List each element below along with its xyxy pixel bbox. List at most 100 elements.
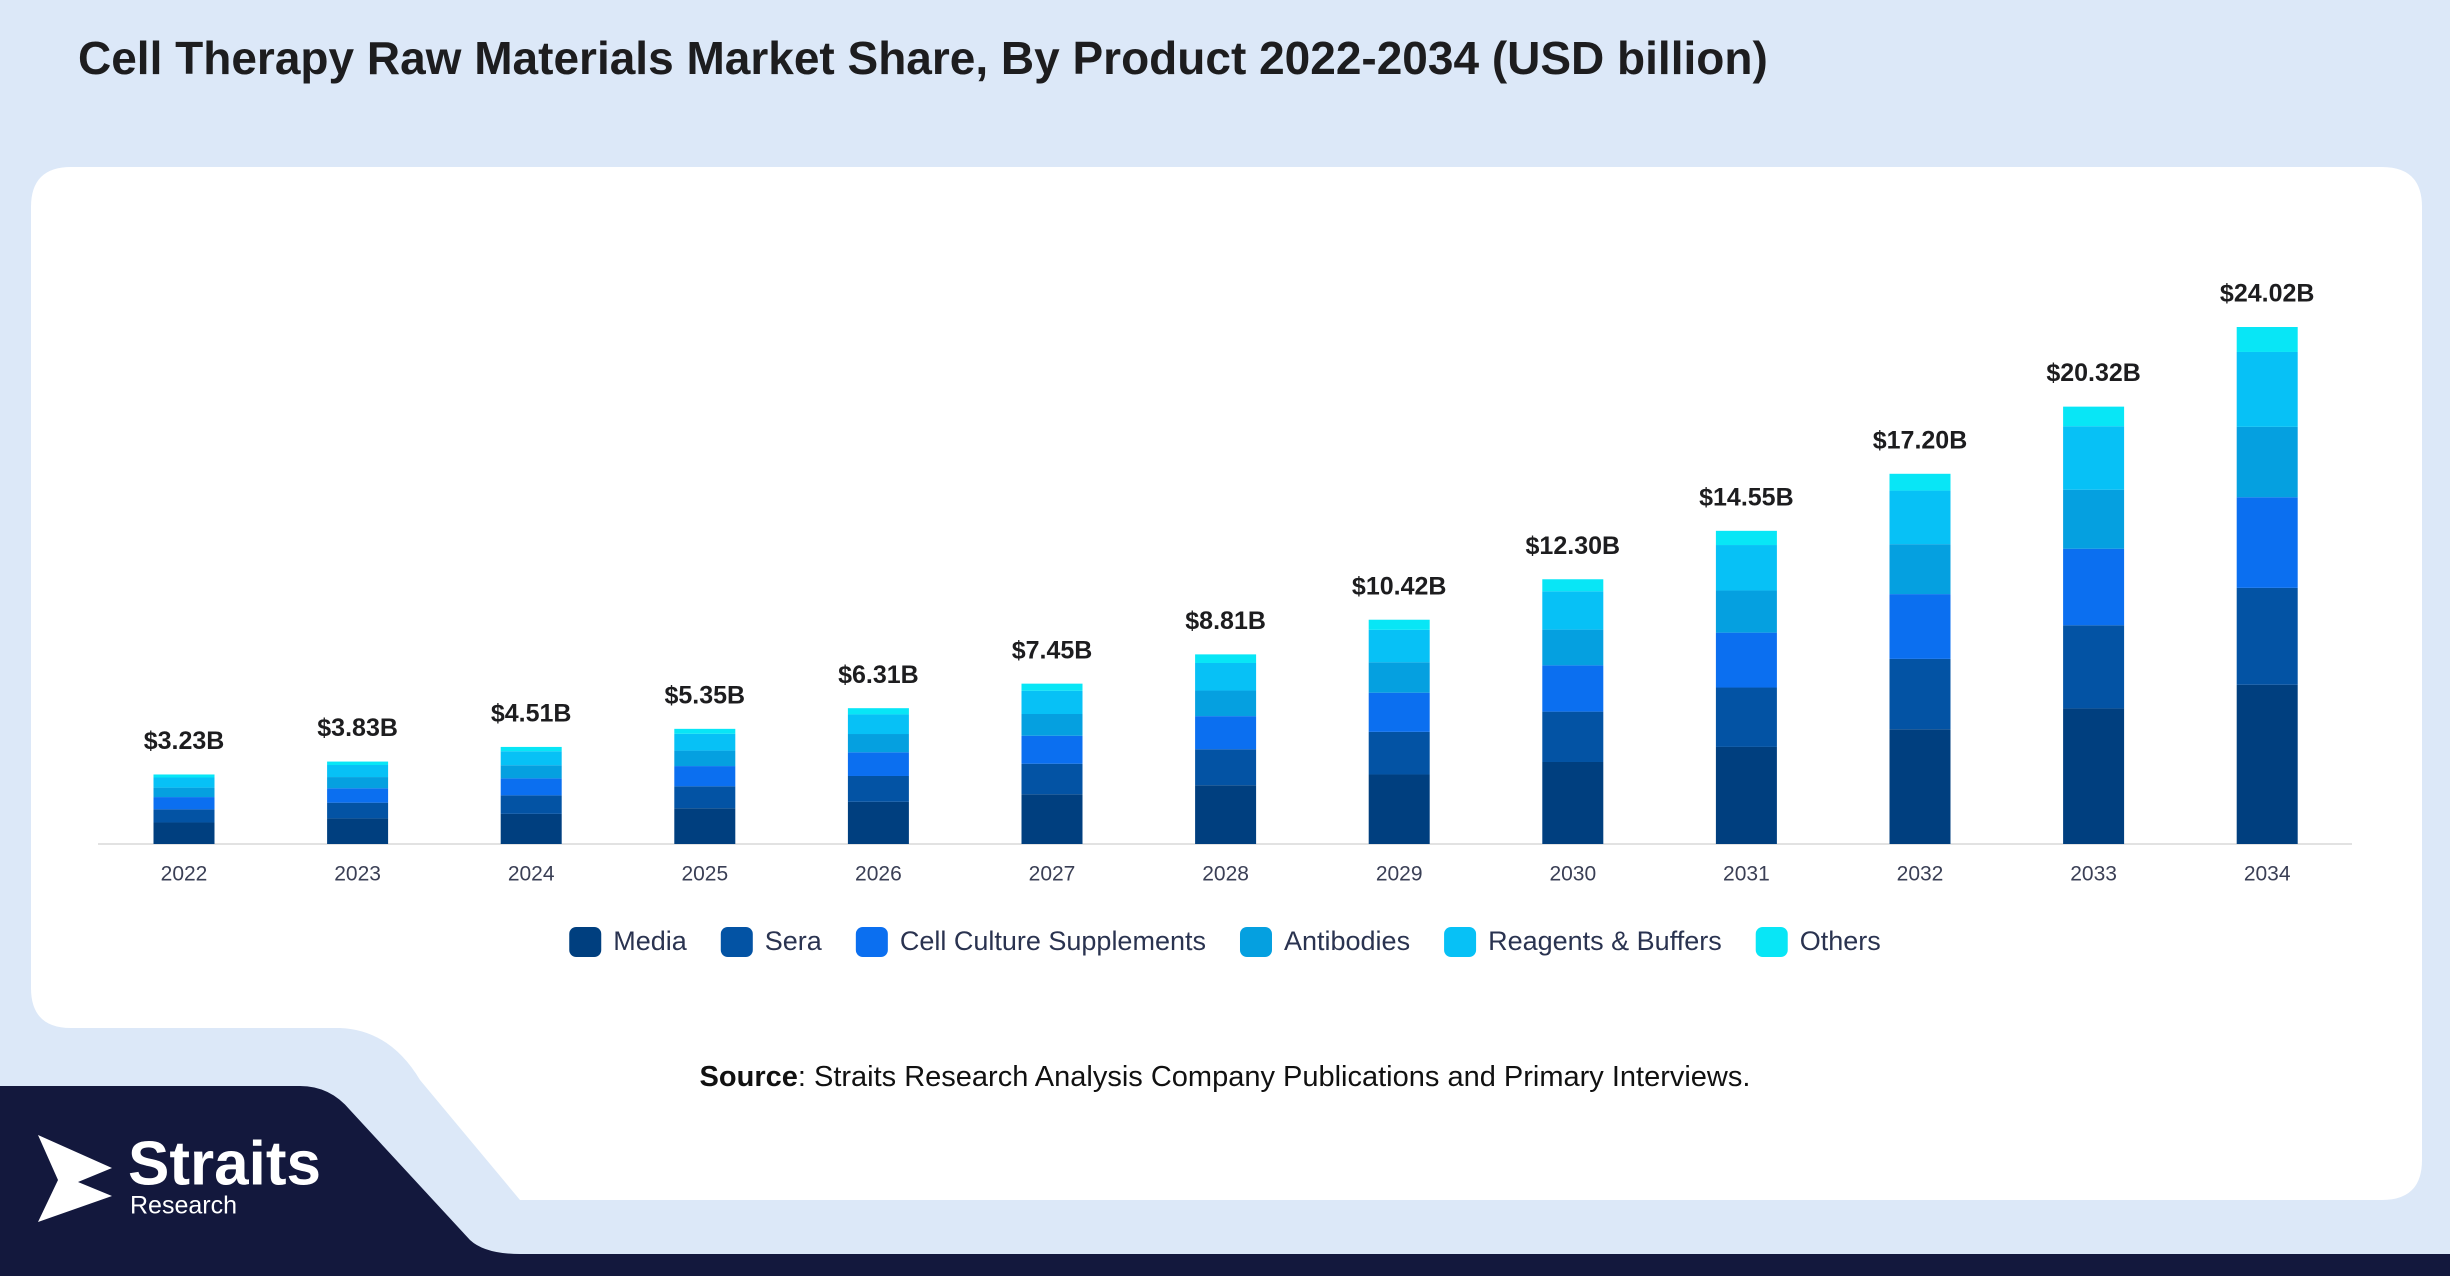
bar-segment	[1195, 662, 1257, 691]
bar-segment	[847, 708, 909, 715]
bar-segment	[327, 761, 389, 766]
bar-segment	[1715, 632, 1777, 688]
bar-segment	[2236, 351, 2298, 427]
bar-segment	[500, 813, 562, 844]
legend-swatch	[1444, 927, 1477, 957]
legend-label: Reagents & Buffers	[1488, 926, 1722, 956]
bar-segment	[1542, 591, 1604, 630]
bar-segment	[500, 795, 562, 814]
bar-segment	[327, 788, 389, 803]
legend-label: Others	[1800, 926, 1881, 956]
total-label: $8.81B	[1185, 607, 1266, 635]
bar-segment	[1021, 690, 1083, 714]
x-tick-label: 2034	[2244, 863, 2291, 886]
bar-segment	[500, 746, 562, 752]
total-label: $10.42B	[1352, 572, 1447, 600]
bar-segment	[1542, 665, 1604, 712]
bar-segment	[1021, 713, 1083, 736]
legend-swatch	[1755, 927, 1788, 957]
total-label: $6.31B	[838, 661, 919, 689]
x-tick-label: 2028	[1202, 863, 1249, 886]
total-label: $12.30B	[1526, 532, 1621, 560]
source-label: Source	[700, 1061, 798, 1093]
x-tick-label: 2033	[2070, 863, 2117, 886]
bar-segment	[1889, 490, 1951, 545]
bar-segment	[2236, 327, 2298, 352]
total-label: $7.45B	[1012, 636, 1093, 664]
x-tick-label: 2030	[1549, 863, 1596, 886]
bar-segment	[1542, 629, 1604, 666]
bar-segment	[1368, 629, 1430, 663]
x-tick-label: 2025	[681, 863, 728, 886]
bar-segment	[500, 778, 562, 796]
bar-segment	[1195, 749, 1257, 786]
bar-segment	[1195, 690, 1257, 717]
legend-swatch	[1239, 927, 1272, 957]
bar-segment	[327, 777, 389, 789]
bar-segment	[1542, 711, 1604, 762]
bar-segment	[327, 765, 389, 778]
bar-segment	[500, 765, 562, 779]
legend-label: Cell Culture Supplements	[900, 926, 1206, 956]
bar-segment	[500, 751, 562, 766]
bar-segment	[1195, 785, 1257, 844]
bar-segment	[1889, 544, 1951, 595]
logo-icon	[38, 1135, 112, 1222]
bar-segment	[1542, 579, 1604, 592]
bar-segment	[1021, 763, 1083, 795]
total-label: $20.32B	[2046, 359, 2141, 387]
bar-segment	[1368, 619, 1430, 630]
bar-segment	[1368, 692, 1430, 732]
bar-segment	[674, 766, 736, 787]
logo-sub: Research	[130, 1192, 237, 1220]
bar-segment	[674, 808, 736, 844]
bar-segment	[1542, 761, 1604, 844]
bar-segment	[153, 797, 215, 810]
x-tick-label: 2029	[1376, 863, 1423, 886]
x-tick-label: 2022	[161, 863, 208, 886]
bar-segment	[847, 714, 909, 735]
bar-segment	[327, 818, 389, 844]
bar-segment	[1715, 746, 1777, 844]
x-tick-label: 2024	[508, 863, 555, 886]
total-label: $3.83B	[317, 714, 398, 742]
x-tick-label: 2031	[1723, 863, 1770, 886]
total-label: $5.35B	[664, 681, 745, 709]
bar-segment	[2063, 489, 2125, 549]
bar-segment	[1715, 687, 1777, 747]
bar-segment	[2236, 426, 2298, 498]
bar-segment	[2236, 684, 2298, 844]
bar-segment	[674, 728, 736, 734]
total-label: $17.20B	[1873, 426, 1968, 454]
bar-segment	[847, 734, 909, 753]
bar-segment	[1368, 662, 1430, 693]
bar-segment	[847, 775, 909, 802]
bar-segment	[1021, 683, 1083, 691]
bar-segment	[153, 787, 215, 798]
bar-segment	[153, 777, 215, 788]
x-tick-label: 2023	[334, 863, 381, 886]
bar-segment	[1021, 794, 1083, 844]
bar-segment	[674, 750, 736, 767]
bar-segment	[1889, 658, 1951, 730]
legend-swatch	[855, 927, 888, 957]
bar-segment	[2063, 548, 2125, 626]
bar-segment	[674, 733, 736, 751]
bar-segment	[2236, 587, 2298, 685]
bar-segment	[2063, 406, 2125, 427]
total-label: $4.51B	[491, 700, 572, 728]
bar-segment	[153, 809, 215, 823]
bar-segment	[1889, 473, 1951, 491]
legend-label: Media	[613, 926, 688, 956]
bar-segment	[1368, 774, 1430, 844]
total-label: $3.23B	[144, 727, 225, 755]
legend-swatch	[720, 927, 753, 957]
bar-segment	[1715, 530, 1777, 546]
bar-segment	[2063, 426, 2125, 490]
bar-segment	[1021, 735, 1083, 764]
bar-segment	[153, 774, 215, 778]
legend-label: Sera	[765, 926, 823, 956]
bar-segment	[2236, 497, 2298, 588]
bar-segment	[1715, 590, 1777, 633]
